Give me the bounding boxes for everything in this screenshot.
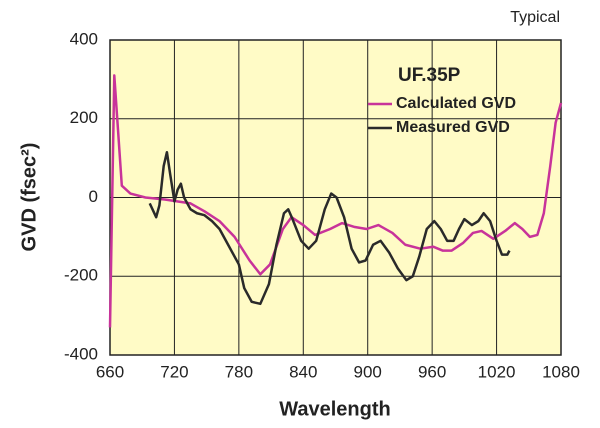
y-tick-label: 400: [70, 29, 98, 48]
x-tick-label: 900: [354, 362, 382, 381]
x-tick-label: 840: [289, 362, 317, 381]
annotation: Typical: [510, 9, 560, 26]
legend-label: Measured GVD: [396, 119, 510, 136]
x-tick-label: 720: [160, 362, 188, 381]
data-line: [148, 150, 511, 306]
y-tick-label: 200: [70, 108, 98, 127]
chart-title: UF.35P: [398, 65, 461, 86]
y-axis-label: GVD (fsec²): [18, 143, 40, 252]
x-axis-label: Wavelength: [279, 398, 391, 420]
x-tick-label: 660: [96, 362, 124, 381]
y-tick-label: -200: [64, 266, 98, 285]
y-tick-label: -400: [64, 344, 98, 363]
x-tick-label: 1020: [478, 362, 516, 381]
legend-label: Calculated GVD: [396, 95, 516, 112]
x-tick-label: 960: [418, 362, 446, 381]
x-tick-label: 780: [225, 362, 253, 381]
data-line: [108, 74, 563, 328]
x-tick-label: 1080: [542, 362, 580, 381]
y-tick-label: 0: [89, 187, 98, 206]
